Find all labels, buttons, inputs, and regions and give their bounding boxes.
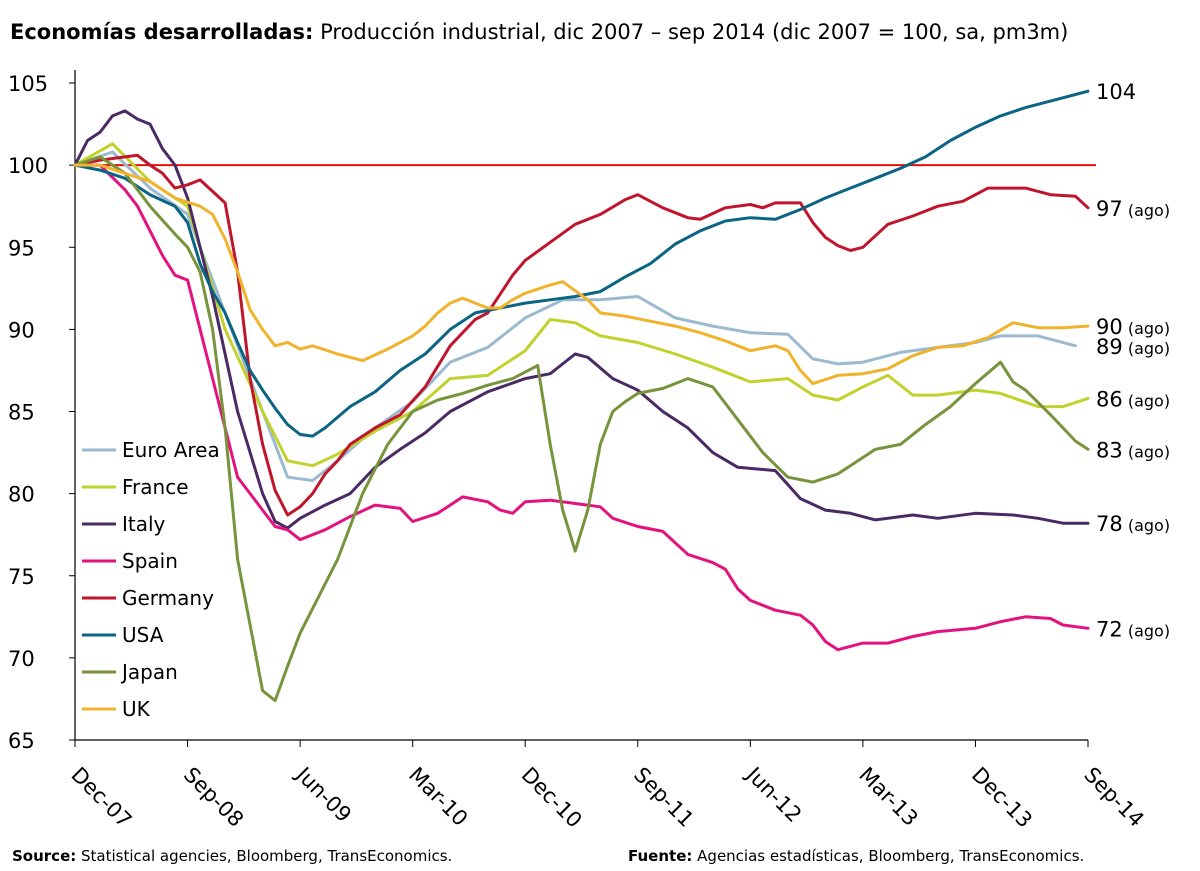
- series-line: [73, 109, 1090, 530]
- x-tick-label: Mar-10: [404, 763, 472, 831]
- series-end-label: 72 (ago): [1096, 617, 1170, 641]
- series-end-label: 90 (ago): [1096, 315, 1170, 339]
- legend-entry: Euro Area: [122, 438, 220, 462]
- fuente-label: Fuente:: [628, 847, 693, 865]
- legend-entry: Japan: [120, 660, 178, 684]
- x-tick-label: Sep-14: [1079, 763, 1148, 832]
- series-end-label: 89 (ago): [1096, 335, 1170, 359]
- source-text: Statistical agencies, Bloomberg, TransEc…: [81, 847, 453, 865]
- legend-entry: Germany: [122, 586, 214, 610]
- y-tick-label: 90: [8, 318, 35, 342]
- series-end-label: 97 (ago): [1096, 197, 1170, 221]
- source-es: Fuente: Agencias estadísticas, Bloomberg…: [628, 847, 1084, 865]
- source-en: Source: Statistical agencies, Bloomberg,…: [12, 847, 452, 865]
- series-line: [73, 155, 1090, 703]
- series-end-label: 83 (ago): [1096, 438, 1170, 462]
- x-tick-label: Dec-13: [967, 763, 1037, 833]
- x-tick-label: Jun-12: [740, 761, 806, 827]
- chart-title: Economías desarrolladas: Producción indu…: [10, 20, 1068, 44]
- y-tick-label: 85: [8, 401, 35, 425]
- x-tick-label: Dec-07: [66, 763, 136, 833]
- y-tick-label: 65: [8, 729, 35, 753]
- series-line: [73, 142, 1090, 468]
- x-tick-label: Sep-08: [179, 763, 248, 832]
- series-line: [73, 89, 1090, 438]
- chart-title-bold: Economías desarrolladas:: [10, 20, 314, 44]
- legend-entry: Italy: [122, 512, 166, 536]
- x-tick-label: Mar-13: [854, 763, 922, 831]
- x-tick-label: Dec-10: [517, 763, 587, 833]
- y-tick-label: 75: [8, 565, 35, 589]
- source-label: Source:: [12, 847, 77, 865]
- series-line: [73, 153, 1090, 517]
- series-end-label: 78 (ago): [1096, 512, 1170, 536]
- y-tick-label: 80: [8, 483, 35, 507]
- x-tick-label: Jun-09: [290, 761, 356, 827]
- series-line: [73, 163, 1090, 386]
- y-tick-label: 105: [8, 72, 48, 96]
- legend-entry: France: [122, 475, 189, 499]
- y-tick-label: 100: [8, 154, 48, 178]
- series-line: [73, 163, 1090, 652]
- series-end-label: 86 (ago): [1096, 387, 1170, 411]
- legend-entry: UK: [122, 697, 151, 721]
- x-tick-label: Sep-11: [629, 763, 698, 832]
- legend-entry: Spain: [122, 549, 178, 573]
- y-tick-label: 95: [8, 236, 35, 260]
- series-end-label: 104: [1096, 80, 1136, 104]
- chart-title-rest: Producción industrial, dic 2007 – sep 20…: [320, 20, 1069, 44]
- legend-entry: USA: [122, 623, 164, 647]
- fuente-text: Agencias estadísticas, Bloomberg, TransE…: [697, 847, 1085, 865]
- y-tick-label: 70: [8, 647, 35, 671]
